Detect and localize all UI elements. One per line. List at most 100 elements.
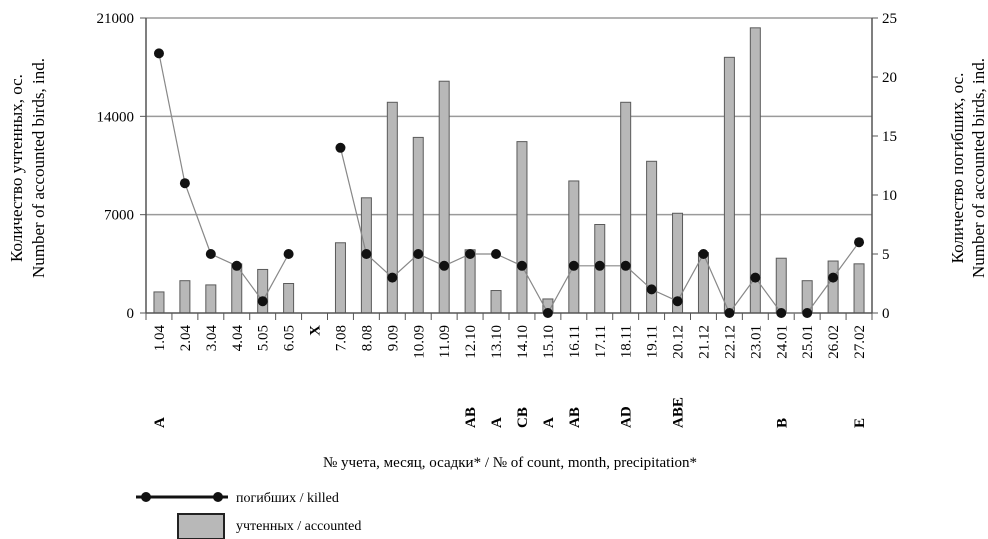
killed-point: [283, 249, 294, 259]
legend-killed-label: погибших / killed: [236, 491, 339, 506]
right-tick-label: 5: [882, 247, 890, 263]
category-label: 26.02: [826, 325, 842, 359]
bar-accounted: [179, 280, 191, 314]
bar-accounted: [827, 260, 839, 314]
legend-killed-marker: [141, 492, 151, 502]
right-tick-label: 20: [882, 70, 897, 86]
killed-point: [335, 142, 346, 153]
bar-accounted: [464, 249, 476, 314]
category-label: 27.02: [852, 325, 868, 359]
left-tick-label: 7000: [104, 208, 134, 224]
bar-accounted: [620, 101, 632, 314]
killed-point: [361, 249, 372, 259]
bar-accounted: [438, 80, 450, 314]
category-label: 24.01: [774, 325, 790, 359]
precipitation-label: A: [489, 417, 505, 428]
right-tick-label: 25: [882, 11, 897, 27]
category-label: 4.04: [230, 325, 246, 352]
bar-accounted: [516, 141, 528, 314]
category-label: 12.10: [463, 325, 479, 359]
x-axis-label: № учета, месяц, осадки* / № of count, mo…: [323, 455, 697, 471]
precipitation-label: AD: [619, 406, 635, 428]
category-labels: 1.04 2.04 3.04 4.04 5.05 6.05 X 7.08 8.08 9.09 10.…: [152, 325, 868, 359]
category-label: X: [308, 325, 324, 336]
y-right-label-en: Number of accounted birds, ind.: [969, 58, 988, 278]
y-left-label-ru: Количество учтенных, ос.: [7, 74, 26, 262]
right-tick-label: 15: [882, 129, 897, 145]
killed-series-line: [158, 53, 290, 303]
killed-point: [205, 249, 216, 259]
bar-accounted: [490, 290, 502, 314]
category-label: 7.08: [333, 325, 349, 351]
category-label: 18.11: [619, 325, 635, 358]
precipitation-label: AB: [567, 407, 583, 428]
precipitation-label: E: [852, 418, 868, 428]
category-label: 3.04: [204, 325, 220, 352]
bars-accounted: [153, 27, 865, 314]
killed-point: [179, 178, 190, 189]
killed-point: [646, 284, 657, 295]
legend-killed-marker: [213, 492, 223, 502]
left-tick-label: 14000: [97, 109, 135, 125]
killed-point: [802, 308, 813, 318]
killed-point: [387, 272, 398, 283]
category-label: 11.09: [437, 325, 453, 358]
killed-point: [413, 249, 424, 259]
category-label: 1.04: [152, 325, 168, 352]
category-label: 8.08: [359, 325, 375, 351]
killed-point: [698, 249, 709, 259]
right-tick-label: 0: [882, 306, 890, 322]
category-label: 15.10: [541, 325, 557, 359]
killed-point: [672, 296, 683, 307]
bar-accounted: [723, 56, 735, 314]
bar-accounted: [568, 180, 580, 314]
category-label: 21.12: [696, 325, 712, 359]
precipitation-label: A: [152, 417, 168, 428]
category-label: 2.04: [178, 325, 194, 352]
bar-accounted: [257, 268, 269, 314]
left-tick-label: 0: [127, 306, 135, 322]
y-right-label-ru: Количество погибших, ос.: [948, 73, 967, 264]
precipitation-label: A: [541, 417, 557, 428]
killed-point: [516, 260, 527, 271]
killed-point: [542, 308, 553, 318]
killed-point: [491, 249, 502, 259]
bar-accounted: [153, 291, 165, 314]
precipitation-label: CB: [515, 407, 531, 428]
precipitation-label: AB: [463, 407, 479, 428]
precipitation-label: B: [774, 418, 790, 428]
line-killed: [153, 48, 865, 318]
precipitation-labels: A AB A CB A AB AD ABE B E: [152, 397, 868, 428]
category-label: 14.10: [515, 325, 531, 359]
precipitation-label: ABE: [671, 397, 687, 428]
left-axis-ticks: 0 7000 14000 21000: [97, 11, 146, 322]
killed-point: [594, 260, 605, 271]
category-label: 16.11: [567, 325, 583, 358]
legend: погибших / killed учтенных / accounted: [136, 491, 361, 539]
legend-accounted-swatch: [177, 513, 225, 539]
bar-accounted: [334, 242, 346, 314]
bar-accounted: [853, 263, 865, 314]
killed-point: [854, 237, 865, 248]
killed-point: [568, 260, 579, 271]
legend-accounted-label: учтенных / accounted: [236, 519, 361, 534]
axes: [145, 18, 873, 320]
category-label: 22.12: [722, 325, 738, 359]
bar-accounted: [205, 284, 217, 314]
category-label: 10.09: [411, 325, 427, 359]
category-label: 23.01: [748, 325, 764, 359]
killed-point: [776, 308, 787, 318]
category-label: 6.05: [282, 325, 298, 351]
category-label: 5.05: [256, 325, 272, 351]
killed-point: [153, 48, 164, 59]
category-label: 17.11: [593, 325, 609, 358]
killed-point: [231, 260, 242, 271]
category-label: 25.01: [800, 325, 816, 359]
category-label: 13.10: [489, 325, 505, 359]
category-label: 9.09: [385, 325, 401, 351]
killed-point: [750, 272, 761, 283]
killed-point: [724, 308, 735, 318]
killed-point: [257, 296, 268, 307]
killed-point: [620, 260, 631, 271]
